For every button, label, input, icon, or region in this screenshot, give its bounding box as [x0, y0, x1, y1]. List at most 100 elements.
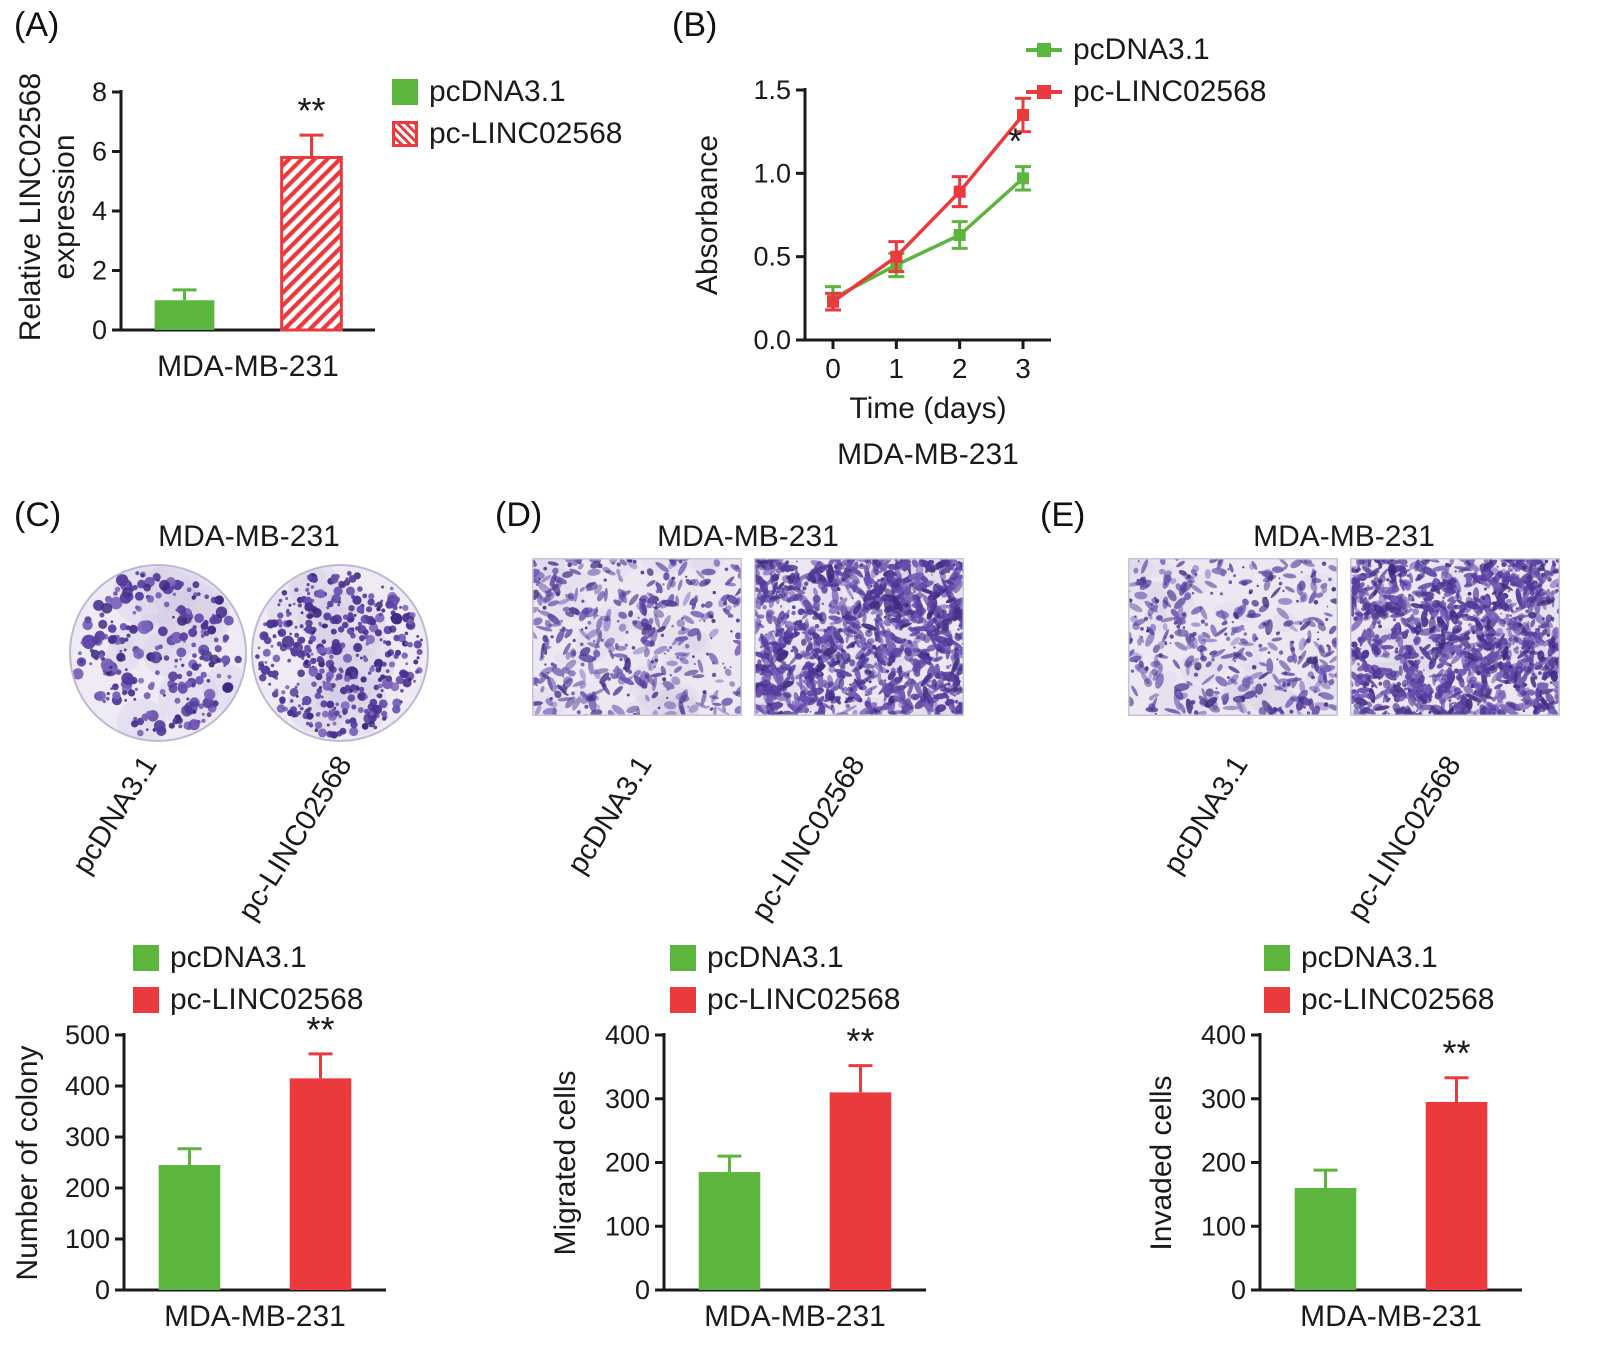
panel-c-x-axis-title: MDA-MB-231 [164, 1300, 346, 1333]
panel-d-tag: (D) [495, 496, 543, 534]
pclinc-hatched-swatch-icon [392, 121, 418, 147]
pclinc-legend-label: pc-LINC02568 [1073, 75, 1267, 108]
svg-text:400: 400 [605, 1020, 650, 1050]
pclinc-legend-label: pc-LINC02568 [1301, 983, 1495, 1016]
svg-text:0: 0 [825, 353, 841, 384]
svg-text:400: 400 [1201, 1020, 1246, 1050]
panel-b-cell-line-label: MDA-MB-231 [837, 438, 1019, 471]
svg-text:100: 100 [1201, 1211, 1246, 1241]
panel-d-x-axis-title: MDA-MB-231 [704, 1300, 886, 1333]
svg-text:*: * [1008, 120, 1022, 161]
legend-item-pcdna: pcDNA3.1 [392, 76, 622, 108]
svg-text:100: 100 [605, 1211, 650, 1241]
svg-text:0.5: 0.5 [753, 242, 791, 272]
panel-c-y-axis-title: Number of colony [11, 1045, 44, 1281]
legend-item-pcdna: pcDNA3.1 [1026, 34, 1266, 66]
svg-text:0: 0 [1231, 1275, 1246, 1305]
panel-e-bar-chart: 0 100 200 300 400 ** [1201, 1020, 1522, 1305]
panel-d-image-label-pcdna: pcDNA3.1 [561, 750, 659, 880]
pcdna-swatch-icon [1264, 945, 1290, 971]
svg-text:0: 0 [95, 1275, 110, 1305]
svg-text:1: 1 [889, 353, 905, 384]
svg-text:1.5: 1.5 [753, 75, 791, 105]
svg-text:300: 300 [605, 1084, 650, 1114]
svg-text:500: 500 [65, 1020, 110, 1050]
svg-text:**: ** [1442, 1033, 1470, 1074]
legend-item-pclinc: pc-LINC02568 [133, 984, 363, 1016]
panel-b-x-axis-title: Time (days) [849, 392, 1007, 425]
panel-d-bar-chart: 0 100 200 300 400 ** [605, 1020, 926, 1305]
svg-text:2: 2 [92, 256, 107, 286]
pcdna-legend-label: pcDNA3.1 [1073, 33, 1210, 66]
pclinc-legend-label: pc-LINC02568 [707, 983, 901, 1016]
panel-c-image-label-pcdna: pcDNA3.1 [66, 750, 164, 880]
pclinc-legend-label: pc-LINC02568 [429, 117, 623, 150]
svg-text:**: ** [297, 90, 325, 131]
pclinc-line-marker-icon [1026, 79, 1062, 105]
svg-text:1.0: 1.0 [753, 158, 791, 188]
legend-item-pclinc: pc-LINC02568 [1026, 76, 1266, 108]
pclinc-swatch-icon [1264, 987, 1290, 1013]
panel-a-legend: pcDNA3.1 pc-LINC02568 [392, 76, 622, 160]
panel-b-line-chart: 0.0 0.5 1.0 1.5 0 1 2 3 * [753, 75, 1051, 384]
pclinc-swatch-icon [133, 987, 159, 1013]
panel-d-legend: pcDNA3.1 pc-LINC02568 [670, 942, 900, 1026]
panel-e-image-label-pcdna: pcDNA3.1 [1157, 750, 1255, 880]
panel-c-image-label-pclinc: pc-LINC02568 [232, 750, 359, 927]
legend-item-pclinc: pc-LINC02568 [1264, 984, 1494, 1016]
pcdna-legend-label: pcDNA3.1 [707, 941, 844, 974]
pcdna-legend-label: pcDNA3.1 [170, 941, 307, 974]
panel-b-legend: pcDNA3.1 pc-LINC02568 [1026, 34, 1266, 118]
svg-text:4: 4 [92, 196, 107, 226]
legend-item-pcdna: pcDNA3.1 [1264, 942, 1494, 974]
legend-item-pclinc: pc-LINC02568 [670, 984, 900, 1016]
panel-e-legend: pcDNA3.1 pc-LINC02568 [1264, 942, 1494, 1026]
panel-e-title: MDA-MB-231 [1253, 520, 1435, 553]
panel-a-tag: (A) [14, 6, 60, 44]
svg-text:2: 2 [952, 353, 968, 384]
panel-d-migration-images [532, 558, 964, 716]
panel-e-tag: (E) [1040, 496, 1086, 534]
pclinc-swatch-icon [670, 987, 696, 1013]
panel-e-y-axis-title: Invaded cells [1145, 1075, 1178, 1251]
pcdna-swatch-icon [392, 79, 418, 105]
panel-d-image-label-pclinc: pc-LINC02568 [745, 750, 872, 927]
svg-text:6: 6 [92, 137, 107, 167]
panel-e-x-axis-title: MDA-MB-231 [1300, 1300, 1482, 1333]
svg-text:0.0: 0.0 [753, 325, 791, 355]
legend-item-pcdna: pcDNA3.1 [670, 942, 900, 974]
panel-c-bar-chart: 0 100 200 300 400 500 ** [65, 1009, 386, 1305]
panel-c-colony-images [69, 564, 429, 742]
legend-item-pclinc: pc-LINC02568 [392, 118, 622, 150]
panel-c-title: MDA-MB-231 [158, 520, 340, 553]
svg-text:**: ** [306, 1009, 334, 1050]
svg-text:3: 3 [1015, 353, 1031, 384]
panel-e-image-label-pclinc: pc-LINC02568 [1341, 750, 1468, 927]
pclinc-legend-label: pc-LINC02568 [170, 983, 364, 1016]
panel-d-y-axis-title: Migrated cells [549, 1070, 582, 1256]
svg-text:0: 0 [635, 1275, 650, 1305]
panel-a-x-axis-title: MDA-MB-231 [157, 350, 339, 383]
pcdna-swatch-icon [133, 945, 159, 971]
svg-text:**: ** [846, 1021, 874, 1062]
legend-item-pcdna: pcDNA3.1 [133, 942, 363, 974]
panel-b-tag: (B) [672, 6, 718, 44]
panel-e-invasion-images [1128, 558, 1560, 716]
panel-a-bar-chart: 0 2 4 6 8 ** [92, 77, 375, 342]
svg-text:300: 300 [1201, 1084, 1246, 1114]
svg-text:400: 400 [65, 1071, 110, 1101]
pcdna-line-marker-icon [1026, 37, 1062, 63]
svg-text:100: 100 [65, 1224, 110, 1254]
svg-text:200: 200 [1201, 1148, 1246, 1178]
panel-c-legend: pcDNA3.1 pc-LINC02568 [133, 942, 363, 1026]
pcdna-swatch-icon [670, 945, 696, 971]
svg-text:0: 0 [92, 315, 107, 342]
svg-text:8: 8 [92, 77, 107, 107]
panel-b-y-axis-title: Absorbance [691, 134, 724, 296]
panel-c-tag: (C) [14, 496, 62, 534]
svg-text:200: 200 [605, 1148, 650, 1178]
svg-text:200: 200 [65, 1173, 110, 1203]
pcdna-legend-label: pcDNA3.1 [1301, 941, 1438, 974]
panel-d-title: MDA-MB-231 [657, 520, 839, 553]
